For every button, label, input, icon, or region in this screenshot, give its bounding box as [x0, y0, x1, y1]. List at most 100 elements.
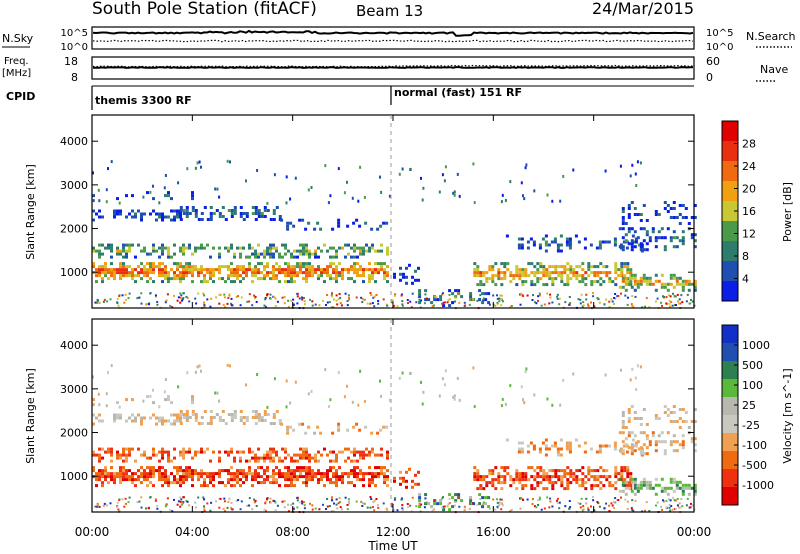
velocity-cell-682 — [257, 416, 261, 419]
velocity-cell-345 — [356, 478, 359, 482]
velocity-cell-476 — [242, 450, 245, 454]
power-cell-1079 — [636, 285, 640, 289]
power-cell-360 — [368, 268, 371, 272]
velocity-cell-733 — [376, 431, 380, 435]
power-cell-1122 — [684, 279, 688, 283]
velocity-cell-466 — [227, 453, 230, 457]
power-speckle-24 — [222, 303, 225, 306]
velocity-cell-267 — [293, 469, 296, 473]
power-cell-559 — [353, 255, 356, 259]
power-cell-1100 — [660, 282, 664, 286]
power-sparse-60 — [562, 174, 565, 178]
power-cell-1142 — [630, 248, 634, 252]
power-cell-24 — [110, 274, 113, 278]
velocity-cell-1050 — [619, 447, 623, 451]
velocity-cell-676 — [251, 410, 255, 413]
velocity-speckle-191 — [407, 506, 409, 508]
power-cell-226 — [266, 271, 269, 275]
power-cell-588 — [98, 209, 101, 213]
power-sparse-85 — [92, 171, 94, 175]
velocity-speckle-114 — [500, 502, 503, 504]
velocity-cell-460 — [209, 459, 212, 463]
power-cell-390 — [98, 249, 101, 253]
power-cell-225 — [266, 274, 269, 278]
power-cell-894 — [554, 277, 558, 281]
velocity-cell-1 — [92, 469, 95, 473]
power-cell-330 — [341, 274, 344, 278]
velocity-cell-1045 — [607, 444, 611, 448]
power-speckle-374 — [418, 298, 421, 301]
velocity-cell-788 — [487, 496, 491, 500]
velocity-cell-700 — [131, 398, 134, 402]
power-cell-2 — [92, 262, 95, 266]
power-sparse-17 — [379, 175, 381, 179]
velocity-cell-323 — [335, 475, 338, 479]
power-cell-1230 — [684, 216, 688, 219]
velocity-speckle-227 — [138, 500, 141, 503]
velocity-speckle-17 — [494, 508, 497, 511]
velocity-cell-133 — [188, 472, 191, 476]
x-tick-label-5: 20:00 — [576, 525, 611, 539]
power-cell-1220 — [669, 207, 673, 210]
velocity-sparse-5 — [639, 365, 642, 369]
power-cell-411 — [125, 252, 128, 256]
velocity-cell-239 — [275, 466, 278, 470]
power-cell-149 — [200, 265, 203, 269]
power-cell-548 — [335, 255, 338, 259]
power-speckle-241 — [253, 294, 256, 297]
velocity-speckle-220 — [556, 502, 559, 504]
velocity-cell-141 — [194, 472, 197, 476]
velocity-speckle-328 — [195, 506, 198, 509]
velocity-cell-1033 — [568, 441, 572, 445]
power-cell-292 — [311, 274, 314, 278]
power-cell-362 — [371, 277, 374, 281]
power-cell-249 — [284, 268, 287, 272]
power-sparse-15 — [444, 165, 447, 169]
power-cell-760 — [427, 298, 431, 302]
power-cell-265 — [293, 271, 296, 275]
velocity-cell-84 — [152, 466, 155, 470]
velocity-cell-335 — [347, 475, 350, 479]
power-cell-1066 — [621, 276, 625, 280]
power-cell-660 — [224, 218, 228, 221]
velocity-cell-165 — [215, 472, 218, 476]
velocity-cell-161 — [212, 484, 215, 488]
power-cell-808 — [488, 277, 492, 281]
velocity-cell-199 — [242, 469, 245, 473]
velocity-cell-965 — [608, 481, 612, 485]
velocity-cell-1076 — [633, 483, 637, 487]
velocity-sparse-58 — [200, 369, 202, 373]
velocity-sparse-41 — [604, 373, 607, 377]
velocity-cell-86 — [158, 478, 161, 482]
power-speckle-220 — [556, 298, 559, 300]
power-cell-458 — [203, 246, 206, 250]
velocity-cell-474 — [239, 456, 242, 460]
power-cell-383 — [386, 271, 389, 275]
velocity-cell-339 — [350, 469, 353, 473]
power-speckle-78 — [360, 296, 363, 299]
velocity-cell-287 — [308, 478, 311, 482]
power-cell-1235 — [693, 204, 697, 207]
velocity-speckle-370 — [520, 496, 523, 499]
velocity-cell-732 — [370, 431, 374, 435]
x-tick-label-0: 00:00 — [75, 525, 110, 539]
velocity-cell-77 — [149, 472, 152, 476]
power-cell-181 — [230, 268, 233, 272]
power-cell-800 — [479, 274, 483, 278]
power-cell-737 — [393, 275, 396, 279]
power-cell-983 — [623, 274, 627, 278]
velocity-cell-1204 — [630, 405, 634, 408]
velocity-cell-286 — [305, 466, 308, 470]
velocity-speckle-39 — [498, 501, 501, 504]
power-cell-682 — [257, 212, 261, 215]
power-cell-26 — [110, 268, 113, 272]
velocity-cell-805 — [485, 484, 489, 488]
velocity-speckle-236 — [339, 501, 342, 503]
velocity-cell-312 — [329, 481, 332, 485]
power-speckle-302 — [680, 294, 683, 297]
power-cell-1152 — [639, 242, 643, 246]
velocity-cell-467 — [227, 450, 230, 454]
velocity-cell-310 — [326, 472, 329, 476]
power-cell-664 — [230, 209, 234, 212]
power-cell-727 — [346, 224, 350, 228]
